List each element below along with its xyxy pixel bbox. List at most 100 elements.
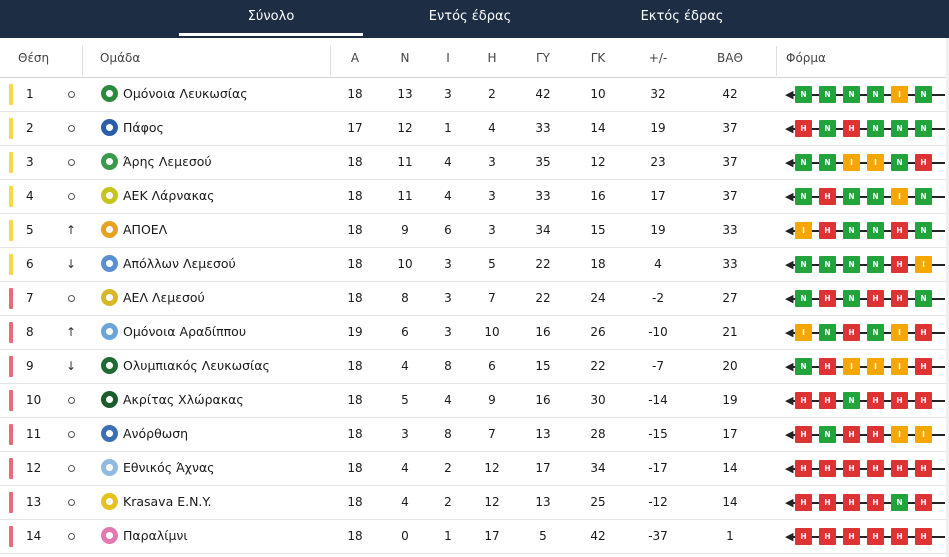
form-result-badge[interactable]: H	[867, 426, 884, 443]
form-result-badge[interactable]: I	[795, 222, 812, 239]
table-row[interactable]: 12 Εθνικός Άχνας 18 4 2 12 17 34 -17 14 ◀ H H H H H H	[0, 451, 949, 486]
tab-away[interactable]: Εκτός έδρας	[640, 9, 724, 24]
form-result-badge[interactable]: I	[891, 86, 908, 103]
table-row[interactable]: 5 ↑ ΑΠΟΕΛ 18 9 6 3 34 15 19 33 ◀ I H N N H N	[0, 213, 949, 248]
form-result-badge[interactable]: I	[891, 188, 908, 205]
form-result-badge[interactable]: H	[819, 290, 836, 307]
table-row[interactable]: 11 Ανόρθωση 18 3 8 7 13 28 -15 17 ◀ H N H H I I	[0, 417, 949, 452]
form-result-badge[interactable]: N	[819, 120, 836, 137]
form-result-badge[interactable]: I	[867, 154, 884, 171]
team-name-link[interactable]: ΑΠΟΕΛ	[123, 222, 168, 237]
table-row[interactable]: 1 Ομόνοια Λευκωσίας 18 13 3 2 42 10 32 42 ◀ N N N N I N	[0, 77, 949, 112]
team-name-link[interactable]: Πάφος	[123, 120, 164, 135]
form-result-badge[interactable]: N	[915, 120, 932, 137]
form-result-badge[interactable]: H	[915, 358, 932, 375]
form-result-badge[interactable]: I	[867, 358, 884, 375]
form-result-badge[interactable]: N	[891, 154, 908, 171]
table-row[interactable]: 6 ↓ Απόλλων Λεμεσού 18 10 3 5 22 18 4 33 ◀ N N N N H I	[0, 247, 949, 282]
form-result-badge[interactable]: N	[843, 392, 860, 409]
form-result-badge[interactable]: N	[867, 256, 884, 273]
form-result-badge[interactable]: H	[819, 460, 836, 477]
team-name-link[interactable]: ΑΕΛ Λεμεσού	[123, 290, 205, 305]
form-result-badge[interactable]: I	[915, 256, 932, 273]
table-row[interactable]: 2 Πάφος 17 12 1 4 33 14 19 37 ◀ H N H N N N	[0, 111, 949, 146]
form-result-badge[interactable]: H	[843, 120, 860, 137]
table-row[interactable]: 7 ΑΕΛ Λεμεσού 18 8 3 7 22 24 -2 27 ◀ N H N H H N	[0, 281, 949, 316]
form-result-badge[interactable]: N	[915, 290, 932, 307]
form-result-badge[interactable]: I	[915, 426, 932, 443]
form-result-badge[interactable]: H	[819, 222, 836, 239]
form-result-badge[interactable]: N	[891, 120, 908, 137]
team-name-link[interactable]: Απόλλων Λεμεσού	[123, 256, 236, 271]
form-result-badge[interactable]: H	[795, 426, 812, 443]
form-result-badge[interactable]: H	[843, 324, 860, 341]
form-result-badge[interactable]: I	[843, 154, 860, 171]
form-result-badge[interactable]: H	[819, 358, 836, 375]
form-result-badge[interactable]: H	[891, 222, 908, 239]
team-name-link[interactable]: Παραλίμνι	[123, 528, 188, 543]
form-result-badge[interactable]: H	[795, 120, 812, 137]
form-result-badge[interactable]: N	[867, 222, 884, 239]
form-result-badge[interactable]: H	[843, 460, 860, 477]
form-result-badge[interactable]: H	[819, 528, 836, 545]
table-row[interactable]: 14 Παραλίμνι 18 0 1 17 5 42 -37 1 ◀ H H H H H H	[0, 519, 949, 554]
form-result-badge[interactable]: N	[867, 86, 884, 103]
form-result-badge[interactable]: H	[915, 154, 932, 171]
form-result-badge[interactable]: N	[819, 324, 836, 341]
form-result-badge[interactable]: H	[891, 290, 908, 307]
form-result-badge[interactable]: N	[819, 256, 836, 273]
tab-home[interactable]: Εντός έδρας	[428, 9, 512, 24]
form-result-badge[interactable]: H	[843, 426, 860, 443]
form-result-badge[interactable]: N	[795, 290, 812, 307]
form-result-badge[interactable]: N	[819, 154, 836, 171]
form-result-badge[interactable]: H	[843, 528, 860, 545]
table-row[interactable]: 8 ↑ Ομόνοια Αραδίππου 19 6 3 10 16 26 -10 21 ◀ I N H N I…	[0, 315, 949, 350]
form-result-badge[interactable]: N	[843, 256, 860, 273]
table-row[interactable]: 4 ΑΕΚ Λάρνακας 18 11 4 3 33 16 17 37 ◀ N H N N I N	[0, 179, 949, 214]
form-result-badge[interactable]: N	[915, 188, 932, 205]
form-result-badge[interactable]: I	[891, 324, 908, 341]
form-result-badge[interactable]: H	[891, 392, 908, 409]
form-result-badge[interactable]: N	[795, 256, 812, 273]
form-result-badge[interactable]: N	[867, 120, 884, 137]
form-result-badge[interactable]: H	[915, 528, 932, 545]
team-name-link[interactable]: Εθνικός Άχνας	[123, 460, 215, 475]
team-name-link[interactable]: Ολυμπιακός Λευκωσίας	[123, 358, 270, 373]
team-name-link[interactable]: Ομόνοια Λευκωσίας	[123, 86, 248, 101]
team-name-link[interactable]: Ακρίτας Χλώρακας	[123, 392, 244, 407]
form-result-badge[interactable]: N	[843, 290, 860, 307]
form-result-badge[interactable]: N	[819, 86, 836, 103]
form-result-badge[interactable]: N	[795, 86, 812, 103]
form-result-badge[interactable]: N	[915, 222, 932, 239]
team-name-link[interactable]: Άρης Λεμεσού	[123, 154, 212, 169]
form-result-badge[interactable]: H	[915, 324, 932, 341]
form-result-badge[interactable]: H	[867, 528, 884, 545]
form-result-badge[interactable]: I	[843, 358, 860, 375]
scrollbar-track[interactable]	[946, 38, 949, 557]
form-result-badge[interactable]: N	[915, 86, 932, 103]
form-result-badge[interactable]: H	[795, 392, 812, 409]
form-result-badge[interactable]: H	[819, 392, 836, 409]
form-result-badge[interactable]: I	[891, 426, 908, 443]
form-result-badge[interactable]: H	[891, 256, 908, 273]
form-result-badge[interactable]: H	[891, 528, 908, 545]
form-result-badge[interactable]: H	[843, 494, 860, 511]
form-result-badge[interactable]: H	[915, 460, 932, 477]
form-result-badge[interactable]: H	[795, 528, 812, 545]
form-result-badge[interactable]: N	[843, 222, 860, 239]
form-result-badge[interactable]: N	[795, 358, 812, 375]
table-row[interactable]: 9 ↓ Ολυμπιακός Λευκωσίας 18 4 8 6 15 22 -7 20 ◀ N H I I…	[0, 349, 949, 384]
team-name-link[interactable]: Ανόρθωση	[123, 426, 189, 441]
tab-overall[interactable]: Σύνολο	[179, 0, 363, 36]
form-result-badge[interactable]: H	[819, 188, 836, 205]
form-result-badge[interactable]: H	[915, 392, 932, 409]
table-row[interactable]: 3 Άρης Λεμεσού 18 11 4 3 35 12 23 37 ◀ N N I I N H	[0, 145, 949, 180]
form-result-badge[interactable]: N	[795, 188, 812, 205]
form-result-badge[interactable]: N	[891, 494, 908, 511]
form-result-badge[interactable]: N	[819, 426, 836, 443]
form-result-badge[interactable]: H	[795, 494, 812, 511]
form-result-badge[interactable]: H	[867, 392, 884, 409]
team-name-link[interactable]: Krasava E.N.Y.	[123, 494, 212, 509]
table-row[interactable]: 13 Krasava E.N.Y. 18 4 2 12 13 25 -12 14 ◀ H H H H N H	[0, 485, 949, 520]
form-result-badge[interactable]: N	[867, 324, 884, 341]
